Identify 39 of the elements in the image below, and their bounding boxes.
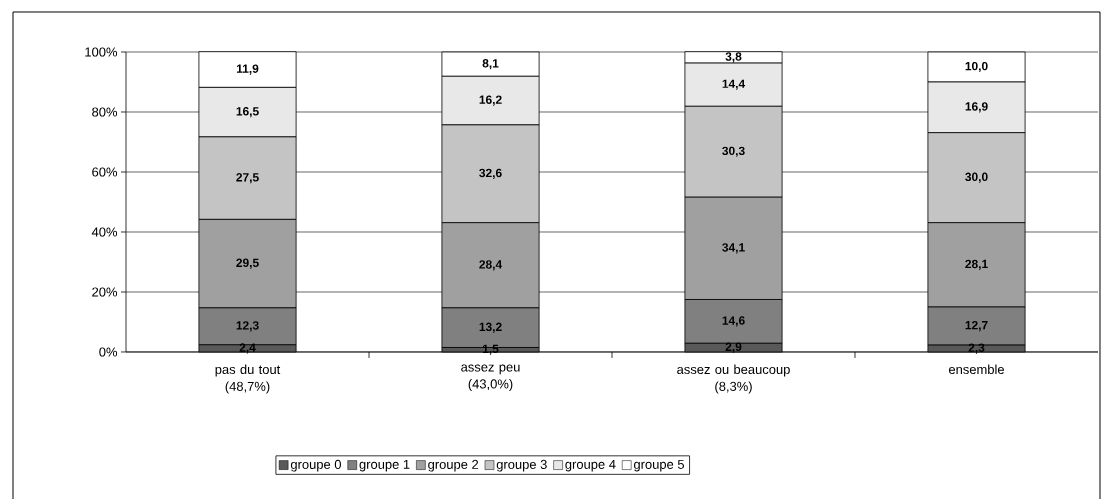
y-tick-label: 80% xyxy=(92,107,118,117)
data-label: 16,5 xyxy=(236,107,259,118)
data-label: 29,5 xyxy=(236,258,259,269)
data-label: 32,6 xyxy=(479,168,502,179)
data-label: 30,3 xyxy=(722,146,745,157)
data-label: 2,3 xyxy=(968,343,985,354)
x-tick-label: ensemble xyxy=(948,364,1004,375)
legend-label: groupe 3 xyxy=(496,459,547,472)
x-tick-label: assez peu (43,0%) xyxy=(461,364,520,392)
data-label: 30,0 xyxy=(965,172,988,183)
legend-label: groupe 0 xyxy=(290,459,341,472)
data-label: 16,2 xyxy=(479,95,502,106)
data-label: 28,4 xyxy=(479,260,503,271)
data-label: 27,5 xyxy=(236,173,259,184)
legend-label: groupe 1 xyxy=(359,459,410,472)
data-label: 2,4 xyxy=(239,343,256,354)
y-tick-label: 20% xyxy=(92,287,118,297)
y-tick-label: 100% xyxy=(85,47,118,57)
data-label: 3,8 xyxy=(725,52,742,63)
y-tick-label: 60% xyxy=(92,167,118,177)
legend-label: groupe 4 xyxy=(565,459,616,472)
data-label: 10,0 xyxy=(965,61,988,73)
data-label: 28,1 xyxy=(965,259,988,270)
data-label: 8,1 xyxy=(482,59,499,70)
data-label: 11,9 xyxy=(236,64,259,75)
data-label: 34,1 xyxy=(722,243,745,254)
data-label: 13,2 xyxy=(479,322,502,333)
data-label: 12,7 xyxy=(965,320,988,332)
data-label: 2,9 xyxy=(725,342,742,353)
data-label: 12,3 xyxy=(236,321,259,332)
y-tick-label: 40% xyxy=(91,227,118,237)
legend-label: groupe 2 xyxy=(428,459,479,472)
legend-label: groupe 5 xyxy=(634,459,685,472)
x-tick-label: assez ou beaucoup (8,3%) xyxy=(677,364,790,394)
y-tick-label: 0% xyxy=(99,347,118,357)
data-label: 16,9 xyxy=(965,102,988,113)
data-label: 14,4 xyxy=(722,79,746,90)
data-label: 14,6 xyxy=(722,316,745,327)
x-tick-label: pas du tout (48,7%) xyxy=(215,364,281,394)
